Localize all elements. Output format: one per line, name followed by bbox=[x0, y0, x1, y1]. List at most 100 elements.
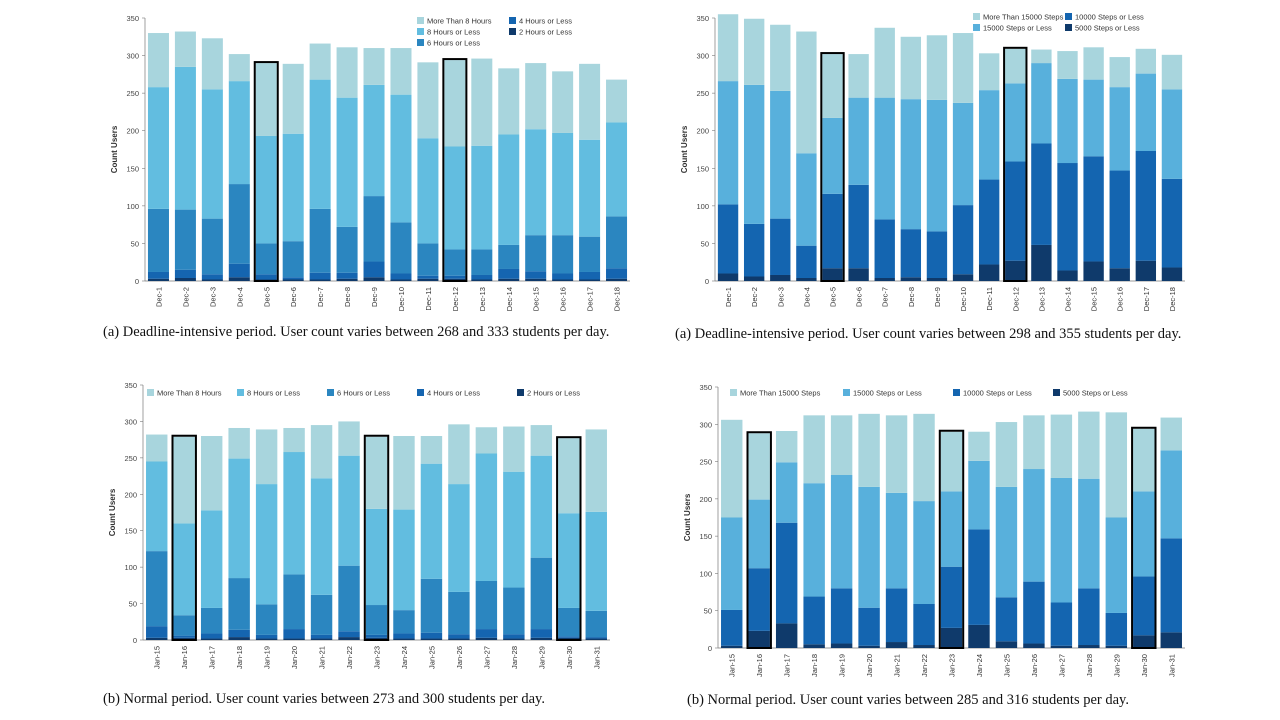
bar-segment-2-hours-or-less bbox=[201, 639, 222, 640]
y-tick-label: 150 bbox=[699, 532, 712, 541]
y-tick-label: 100 bbox=[699, 569, 712, 578]
bar-segment-more-than-15000-steps bbox=[996, 422, 1017, 487]
x-tick-label: Jan-18 bbox=[235, 646, 244, 669]
bar-segment-more-than-15000-steps bbox=[1023, 415, 1044, 469]
legend-label: More Than 8 Hours bbox=[157, 389, 222, 398]
bar-segment-5000-steps-or-less bbox=[770, 275, 790, 281]
bar-segment-10000-steps-or-less bbox=[875, 219, 895, 278]
y-tick-label: 50 bbox=[129, 600, 137, 609]
bar-segment-6-hours-or-less bbox=[421, 579, 442, 633]
bar-segment-6-hours-or-less bbox=[498, 245, 519, 269]
bar-segment-10000-steps-or-less bbox=[927, 231, 947, 278]
bar-segment-2-hours-or-less bbox=[146, 638, 167, 640]
x-tick-label: Jan-19 bbox=[838, 654, 847, 677]
x-tick-label: Dec-9 bbox=[933, 287, 942, 307]
bar-segment-8-hours-or-less bbox=[175, 67, 196, 210]
bar-segment-15000-steps-or-less bbox=[886, 493, 907, 588]
bar-segment-8-hours-or-less bbox=[337, 98, 358, 227]
bar-segment-15000-steps-or-less bbox=[858, 487, 879, 608]
x-tick-label: Dec-10 bbox=[397, 287, 406, 311]
bar-segment-5000-steps-or-less bbox=[718, 273, 738, 281]
bar-segment-8-hours-or-less bbox=[366, 509, 387, 605]
y-tick-label: 350 bbox=[124, 381, 137, 390]
y-tick-label: 250 bbox=[124, 454, 137, 463]
bar-segment-15000-steps-or-less bbox=[748, 500, 769, 569]
bar-segment-more-than-15000-steps bbox=[1162, 55, 1182, 90]
bar-segment-4-hours-or-less bbox=[229, 264, 250, 278]
bar-segment-5000-steps-or-less bbox=[748, 631, 769, 648]
y-tick-label: 250 bbox=[696, 89, 709, 98]
x-tick-label: Jan-24 bbox=[975, 654, 984, 677]
bar-segment-6-hours-or-less bbox=[201, 608, 222, 634]
bar-segment-15000-steps-or-less bbox=[796, 153, 816, 245]
bar-segment-4-hours-or-less bbox=[201, 633, 222, 638]
x-tick-label: Jan-21 bbox=[893, 654, 902, 677]
y-axis-label: Count Users bbox=[680, 125, 689, 173]
bar-segment-8-hours-or-less bbox=[173, 523, 194, 615]
x-tick-label: Jan-25 bbox=[1002, 654, 1011, 677]
bar-segment-15000-steps-or-less bbox=[941, 491, 962, 566]
x-tick-label: Jan-16 bbox=[755, 654, 764, 677]
bar-segment-10000-steps-or-less bbox=[1133, 576, 1154, 635]
bar-segment-more-than-8-hours bbox=[558, 438, 579, 513]
bar-segment-2-hours-or-less bbox=[256, 639, 277, 640]
bar-segment-more-than-8-hours bbox=[390, 48, 411, 95]
bar-segment-5000-steps-or-less bbox=[1162, 267, 1182, 281]
bar-segment-more-than-8-hours bbox=[202, 38, 223, 89]
bar-segment-5000-steps-or-less bbox=[1083, 261, 1103, 281]
bar-segment-10000-steps-or-less bbox=[1005, 162, 1025, 261]
bar-segment-more-than-15000-steps bbox=[886, 415, 907, 493]
bar-segment-2-hours-or-less bbox=[338, 637, 359, 640]
bar-segment-10000-steps-or-less bbox=[1136, 151, 1156, 261]
bar-segment-5000-steps-or-less bbox=[886, 642, 907, 648]
bar-segment-15000-steps-or-less bbox=[1051, 478, 1072, 603]
x-tick-label: Jan-20 bbox=[290, 646, 299, 669]
x-tick-label: Dec-6 bbox=[289, 287, 298, 307]
legend-label: 5000 Steps or Less bbox=[1075, 24, 1140, 33]
bar-segment-8-hours-or-less bbox=[229, 81, 250, 184]
y-tick-label: 250 bbox=[126, 89, 139, 98]
x-tick-label: Dec-6 bbox=[855, 287, 864, 307]
bar-segment-6-hours-or-less bbox=[586, 611, 607, 637]
legend-label: 15000 Steps or Less bbox=[983, 24, 1052, 33]
bar-segment-2-hours-or-less bbox=[421, 639, 442, 640]
legend-label: More Than 15000 Steps bbox=[983, 13, 1064, 22]
bar-segment-8-hours-or-less bbox=[606, 122, 627, 216]
x-tick-label: Dec-5 bbox=[829, 287, 838, 307]
bar-segment-4-hours-or-less bbox=[558, 636, 579, 637]
bar-segment-2-hours-or-less bbox=[175, 278, 196, 281]
x-tick-label: Dec-18 bbox=[613, 287, 622, 311]
bar-segment-more-than-15000-steps bbox=[913, 414, 934, 501]
bar-segment-5000-steps-or-less bbox=[1161, 632, 1182, 648]
x-tick-label: Dec-4 bbox=[235, 287, 244, 307]
bar-segment-4-hours-or-less bbox=[531, 629, 552, 638]
bar-segment-6-hours-or-less bbox=[148, 209, 169, 272]
y-tick-label: 0 bbox=[705, 277, 709, 286]
x-tick-label: Dec-4 bbox=[802, 287, 811, 307]
x-tick-label: Jan-30 bbox=[565, 646, 574, 669]
bar-segment-10000-steps-or-less bbox=[718, 204, 738, 273]
legend-label: 6 Hours or Less bbox=[427, 39, 480, 48]
bar-segment-more-than-8-hours bbox=[338, 421, 359, 455]
legend-label: 8 Hours or Less bbox=[247, 389, 300, 398]
bar-segment-2-hours-or-less bbox=[390, 279, 411, 281]
legend-label: 8 Hours or Less bbox=[427, 28, 480, 37]
bar-segment-5000-steps-or-less bbox=[901, 277, 921, 281]
bar-segment-more-than-15000-steps bbox=[1083, 47, 1103, 79]
bar-segment-15000-steps-or-less bbox=[718, 81, 738, 204]
bar-segment-10000-steps-or-less bbox=[721, 610, 742, 646]
bar-segment-more-than-8-hours bbox=[417, 62, 438, 138]
bar-segment-15000-steps-or-less bbox=[875, 98, 895, 220]
chart-caption: (a) Deadline-intensive period. User coun… bbox=[103, 323, 623, 342]
x-tick-label: Jan-24 bbox=[400, 646, 409, 669]
bar-segment-2-hours-or-less bbox=[283, 279, 304, 281]
legend-swatch bbox=[1053, 389, 1060, 396]
legend-swatch bbox=[973, 13, 980, 20]
x-tick-label: Jan-29 bbox=[537, 646, 546, 669]
bar-segment-10000-steps-or-less bbox=[776, 523, 797, 624]
bar-segment-4-hours-or-less bbox=[366, 635, 387, 638]
bar-segment-6-hours-or-less bbox=[256, 243, 277, 274]
bar-segment-more-than-15000-steps bbox=[1005, 49, 1025, 84]
x-tick-label: Dec-12 bbox=[451, 287, 460, 311]
bar-segment-15000-steps-or-less bbox=[1023, 469, 1044, 582]
